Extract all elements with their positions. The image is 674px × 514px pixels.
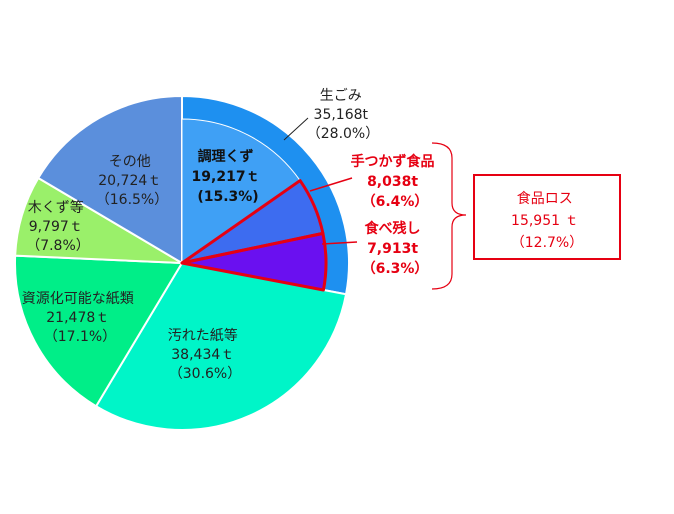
callout-name: 食品ロス [517, 190, 573, 207]
label-sonota-name: その他 [109, 154, 151, 170]
food-loss-box [473, 174, 621, 260]
slice-shigenka-kami [14, 254, 184, 408]
label-chourikuzu-name: 調理くず [198, 148, 254, 165]
pie-slices [14, 94, 350, 431]
highlight-tabenokoshi [180, 231, 328, 292]
food-loss-bracket [431, 142, 467, 290]
label-tetsukazu-name: 手つかず食品 [351, 153, 435, 170]
label-yogoreta-pct: （30.6%） [169, 366, 241, 382]
label-tabenokoshi-pct: （6.3%） [362, 261, 429, 277]
label-namagomi-pct: （28.0%） [307, 126, 379, 142]
label-mokuzu-value: 9,797ｔ [29, 219, 83, 235]
label-namagomi-name: 生ごみ [320, 88, 362, 104]
label-namagomi-value: 35,168t [314, 107, 369, 123]
label-chourikuzu-value: 19,217ｔ [192, 169, 260, 185]
slice-yogoreta-kami [94, 261, 348, 431]
svg-text:調理くず 19,217ｔ (15.3%): 調理くず 19,217ｔ (15.3%) [192, 148, 265, 205]
label-mokuzu-pct: （7.8%） [26, 238, 90, 254]
label-shigen-pct: （17.1%） [44, 329, 116, 345]
label-mokuzu-name: 木くず等 [28, 199, 84, 216]
svg-text:手つかず食品 8,038t （6.4%）: 手つかず食品 8,038t （6.4%） [351, 153, 440, 210]
callout-pct: （12.7%） [511, 235, 583, 251]
label-yogoreta-name: 汚れた紙等 [168, 327, 238, 344]
leader-lines [283, 117, 358, 245]
label-tabenokoshi-value: 7,913t [367, 241, 418, 257]
svg-text:その他 20,724ｔ （16.5%）: その他 20,724ｔ （16.5%） [96, 154, 168, 208]
label-yogoreta-value: 38,434ｔ [171, 347, 234, 363]
label-shigen-value: 21,478ｔ [46, 310, 109, 326]
slice-chourikuzu [181, 118, 301, 264]
label-tetsukazu-pct: （6.4%） [362, 194, 429, 210]
leader-namagomi [283, 117, 309, 141]
svg-text:食品ロス 15,951 ｔ （12.7%）: 食品ロス 15,951 ｔ （12.7%） [511, 190, 583, 251]
svg-text:生ごみ 35,168t （28.0%）: 生ごみ 35,168t （28.0%） [307, 88, 379, 142]
slice-sonota [36, 94, 183, 265]
leader-tetsukazu [309, 177, 353, 192]
label-tetsukazu-value: 8,038t [367, 174, 418, 190]
svg-text:資源化可能な紙類 21,478ｔ （17.1: 資源化可能な紙類 21,478ｔ （17.1%） [22, 291, 138, 345]
food-loss-highlight [180, 179, 328, 292]
label-chourikuzu-pct: (15.3%) [197, 189, 258, 205]
svg-text:汚れた紙等 38,434ｔ （30.6%）: 汚れた紙等 38,434ｔ （30.6%） [168, 327, 242, 382]
label-shigen-name: 資源化可能な紙類 [22, 291, 134, 307]
svg-text:食べ残し 7,913t （6.3%）: 食べ残し 7,913t （6.3%） [362, 220, 429, 277]
svg-text:木くず等 9,797ｔ （7.8%）: 木くず等 9,797ｔ （7.8%） [26, 199, 90, 254]
label-tabenokoshi-name: 食べ残し [365, 220, 421, 237]
label-sonota-pct: （16.5%） [96, 192, 168, 208]
leader-tabenokoshi [321, 241, 358, 245]
callout-value: 15,951 ｔ [511, 213, 578, 229]
label-sonota-value: 20,724ｔ [98, 173, 161, 189]
